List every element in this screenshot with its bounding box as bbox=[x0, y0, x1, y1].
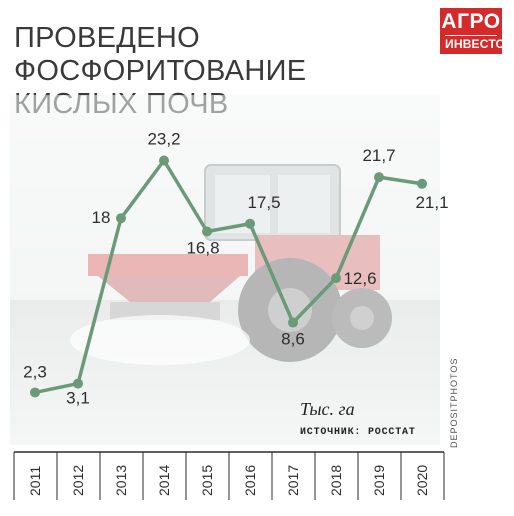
x-tick-label-2019: 2019 bbox=[371, 465, 387, 496]
data-label-2015: 16,8 bbox=[186, 239, 219, 258]
photo-credit: DEPOSITPHOTOS bbox=[449, 357, 459, 448]
data-points bbox=[30, 155, 427, 398]
x-axis-tick-labels: 2011 2012 2013 2014 2015 2016 2017 2018 2019 2020 bbox=[27, 465, 430, 496]
chart-title-line-1: ПРОВЕДЕНО ФОСФОРИТОВАНИЕ bbox=[14, 22, 307, 87]
x-tick-label-2017: 2017 bbox=[285, 465, 301, 496]
data-point-2020 bbox=[417, 178, 427, 189]
data-label-2013: 18 bbox=[92, 208, 111, 227]
agroinvestor-logo: АГРО ИНВЕСТОР bbox=[440, 8, 514, 54]
data-point-2011 bbox=[30, 387, 40, 398]
x-axis-ticks bbox=[13, 452, 445, 500]
unit-label: Тыс. га bbox=[300, 399, 355, 419]
data-label-2018: 12,6 bbox=[343, 269, 376, 288]
x-tick-label-2015: 2015 bbox=[199, 465, 215, 496]
data-point-2018 bbox=[331, 273, 341, 284]
x-tick-label-2014: 2014 bbox=[156, 465, 172, 496]
data-point-2019 bbox=[374, 172, 384, 183]
data-point-2016 bbox=[245, 218, 255, 229]
data-label-2014: 23,2 bbox=[147, 129, 180, 148]
data-label-2019: 21,7 bbox=[362, 146, 395, 165]
x-tick-label-2020: 2020 bbox=[414, 465, 430, 496]
data-label-2016: 17,5 bbox=[247, 193, 280, 212]
source-label: ИСТОЧНИК: РОССТАТ bbox=[300, 427, 416, 438]
series-line bbox=[33, 158, 424, 395]
data-label-2012: 3,1 bbox=[66, 389, 90, 408]
data-point-2013 bbox=[116, 213, 126, 224]
x-tick-label-2011: 2011 bbox=[27, 466, 43, 496]
data-label-2017: 8,6 bbox=[281, 330, 305, 349]
x-tick-label-2016: 2016 bbox=[242, 465, 258, 496]
data-point-2017 bbox=[288, 317, 298, 328]
data-point-2014 bbox=[159, 155, 169, 166]
data-label-2011: 2,3 bbox=[23, 362, 47, 381]
data-point-2012 bbox=[73, 378, 83, 389]
x-tick-label-2012: 2012 bbox=[70, 465, 86, 496]
logo-line-2: ИНВЕСТОР bbox=[445, 35, 514, 51]
data-label-2020: 21,1 bbox=[415, 193, 448, 212]
x-tick-label-2013: 2013 bbox=[113, 465, 129, 496]
logo-line-1: АГРО bbox=[441, 10, 501, 33]
data-labels: 2,3 3,1 18 23,2 16,8 17,5 8,6 12,6 21,7 21,1 bbox=[23, 129, 448, 407]
data-point-2015 bbox=[202, 226, 212, 237]
x-tick-label-2018: 2018 bbox=[328, 465, 344, 496]
